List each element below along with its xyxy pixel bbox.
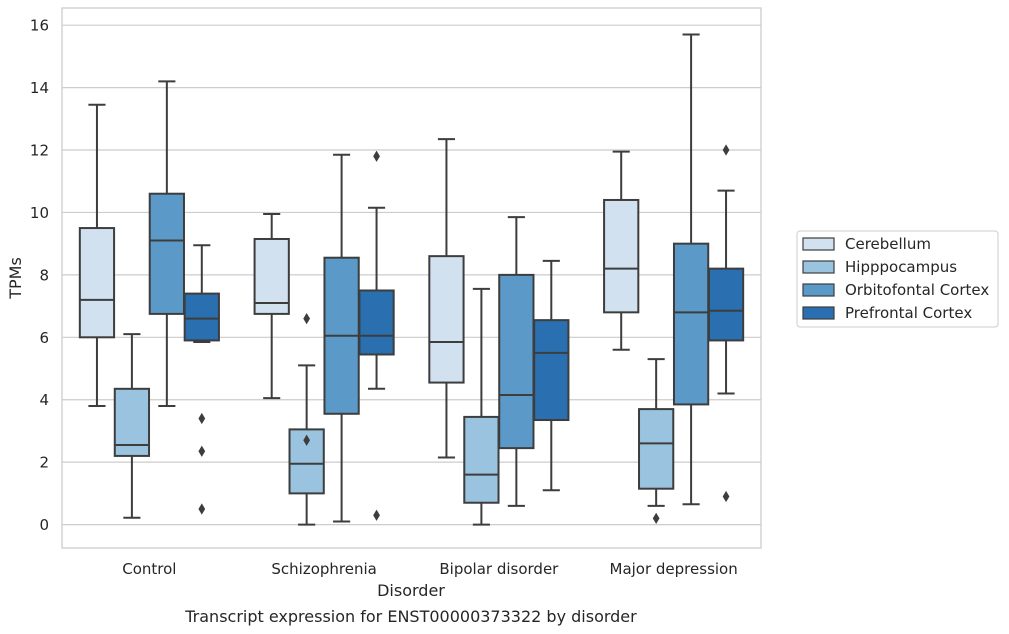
box [533,319,570,422]
box [428,255,465,384]
legend-label: Hipppocampus [845,258,957,276]
series-cerebellum [78,103,640,459]
chart-title: Transcript expression for ENST0000037332… [184,607,637,626]
legend-swatch [802,283,835,297]
box [707,267,745,342]
box [603,198,640,314]
outlier-point [722,490,730,503]
y-tick-label: 12 [30,142,49,160]
box [183,292,220,342]
outlier-point [373,509,380,521]
legend-swatch [802,260,835,274]
series-orbitofontal-cortex [148,33,710,523]
x-tick-label: Schizophrenia [271,560,376,578]
y-tick-label: 16 [30,17,49,35]
outlier-point [652,512,660,524]
outlier-point [198,503,206,515]
outlier-point [303,434,311,446]
box [148,192,185,315]
legend: Cerebellum Hipppocampus Orbitofontal Corte… [796,230,999,328]
legend-swatch [802,237,835,251]
y-tick-label: 6 [39,329,49,347]
x-axis-label: Disorder [377,581,445,600]
outlier-point [722,144,730,156]
box-series [78,33,745,526]
x-axis-ticks: Control Schizophrenia Bipolar disorder Majo… [122,560,737,578]
box [638,408,675,490]
legend-label: Orbitofontal Cortex [845,281,989,299]
y-tick-label: 0 [39,516,49,534]
y-tick-label: 2 [39,454,49,472]
legend-frame [796,230,999,328]
series-hipppocampus [113,287,675,526]
x-tick-label: Control [122,560,176,578]
box [463,415,500,504]
legend-swatch [802,306,835,320]
y-axis-ticks: 0 2 4 6 8 10 12 14 16 [30,17,49,534]
y-tick-label: 4 [39,391,49,409]
legend-label: Cerebellum [845,235,931,253]
box [253,237,290,315]
outlier-point [373,150,380,162]
box [672,242,710,406]
y-axis-label: TPMs [6,257,25,300]
y-tick-label: 8 [39,266,49,284]
outlier-point [303,312,311,325]
box [498,273,535,450]
y-tick-label: 10 [30,204,49,222]
outlier-point [198,412,206,425]
grid-lines [62,24,761,526]
plot-area-frame [61,7,762,549]
box [358,289,395,356]
legend-label: Prefrontal Cortex [845,304,972,322]
x-tick-label: Major depression [610,560,738,578]
x-tick-label: Bipolar disorder [439,560,559,578]
series-prefrontal-cortex [183,144,745,521]
box [78,227,116,339]
outlier-point [198,445,206,457]
y-tick-label: 14 [30,79,49,97]
